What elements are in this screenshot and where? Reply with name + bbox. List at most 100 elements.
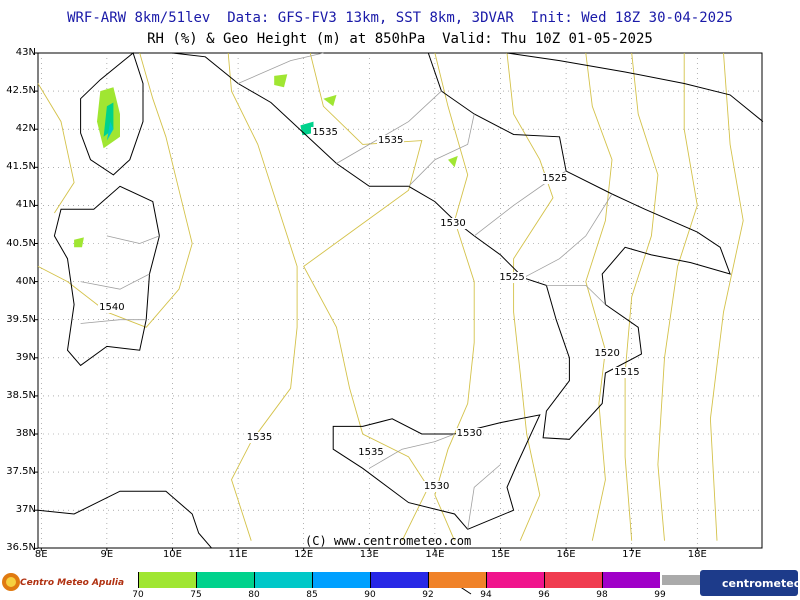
region-border <box>80 273 150 290</box>
region-border <box>408 113 475 187</box>
legend-swatch <box>602 572 660 588</box>
lat-label: 39N <box>15 351 36 363</box>
geo-height-contours <box>37 52 744 541</box>
lon-label: 11E <box>228 549 248 560</box>
contour-label: 1530 <box>422 481 451 493</box>
contour-label: 1525 <box>540 172 569 184</box>
title-line-1: WRF-ARW 8km/51lev Data: GFS-FV3 13km, SS… <box>67 10 733 26</box>
axis-ticks <box>35 52 698 551</box>
height-contour <box>585 52 613 541</box>
lat-label: 36.5N <box>6 542 36 554</box>
contour-label: 1530 <box>439 218 467 230</box>
region-border <box>237 52 324 84</box>
contour-label: 1535 <box>357 447 385 459</box>
contour-label: 1515 <box>613 367 641 379</box>
height-contour <box>657 53 698 541</box>
contour-label: 1530 <box>455 428 484 439</box>
legend-tick-label: 96 <box>538 590 550 600</box>
rh-legend <box>138 572 660 588</box>
region-border <box>369 433 455 469</box>
title-line-2: RH (%) & Geo Height (m) at 850hPa Valid:… <box>147 31 653 47</box>
height-contour <box>709 52 744 541</box>
lat-label: 42N <box>15 123 36 135</box>
italy-coastline <box>172 52 731 440</box>
sardinia-coastline <box>53 185 160 367</box>
contour-label: 1520 <box>593 347 621 359</box>
lat-label: 38N <box>15 428 36 439</box>
lon-label: 18E <box>687 549 707 560</box>
legend-swatch <box>138 572 196 588</box>
rh-area <box>448 155 458 168</box>
lon-label: 15E <box>490 549 510 560</box>
region-border <box>546 285 606 305</box>
balkan-coastline <box>506 52 764 122</box>
lon-label: 13E <box>359 549 379 560</box>
legend-swatch <box>544 572 602 588</box>
lat-label: 43N <box>15 47 36 58</box>
height-contour <box>303 52 429 541</box>
contour-label: 1535 <box>245 431 274 443</box>
legend-tick-label: 90 <box>364 590 376 600</box>
contour-label: 1525 <box>498 271 526 283</box>
sicily-coastline <box>332 414 541 530</box>
centrometeo-logo <box>700 570 798 596</box>
lon-label: 17E <box>622 549 642 560</box>
rh-area <box>323 94 337 107</box>
lat-label: 40N <box>15 275 36 287</box>
height-contour <box>227 52 298 541</box>
region-border <box>467 464 501 530</box>
lon-label: 12E <box>294 549 314 560</box>
rh-area <box>106 121 114 141</box>
region-border <box>80 319 147 324</box>
region-border <box>106 235 160 244</box>
legend-tick-label: 75 <box>190 590 202 600</box>
legend-tick-label: 80 <box>248 590 260 600</box>
lat-label: 38.5N <box>6 389 36 401</box>
legend-tick-label: 98 <box>596 590 608 600</box>
contour-label: 1535 <box>311 127 339 138</box>
legend-swatch <box>254 572 312 588</box>
legend-swatch <box>312 572 370 588</box>
lat-label: 42.5N <box>6 85 36 97</box>
rh-area <box>300 121 314 136</box>
tunisia-coastline <box>37 490 213 549</box>
lat-label: 39.5N <box>6 313 36 325</box>
svg-text:Centro Meteo Apulia: Centro Meteo Apulia <box>20 578 124 588</box>
map-frame <box>37 52 763 549</box>
legend-tick-label: 92 <box>422 590 434 600</box>
centro-meteo-apulia-logo: Centro Meteo Apulia <box>2 573 124 591</box>
lat-label: 41.5N <box>6 161 36 173</box>
rh-shading <box>74 74 458 248</box>
legend-swatch <box>196 572 254 588</box>
legend-swatch <box>428 572 486 588</box>
legend-tick-label: 70 <box>132 590 144 600</box>
height-contour <box>37 52 193 328</box>
height-contour <box>434 52 475 541</box>
rh-area <box>274 74 288 88</box>
legend-swatch <box>370 572 428 588</box>
legend-tick-label: 99 <box>654 590 666 600</box>
contour-label: 1535 <box>376 134 405 146</box>
region-border <box>523 193 613 279</box>
lon-label: 8E <box>34 549 48 560</box>
lon-label: 16E <box>556 549 576 560</box>
legend-swatch <box>486 572 544 588</box>
rh-area <box>74 237 84 248</box>
height-contour <box>37 83 75 214</box>
lon-label: 9E <box>100 549 114 560</box>
lat-label: 40.5N <box>6 237 36 249</box>
legend-arrow <box>662 575 702 585</box>
lat-label: 37.5N <box>6 466 36 478</box>
region-border <box>336 90 442 164</box>
legend-tick-label: 85 <box>306 590 318 600</box>
contour-label: 1540 <box>98 302 126 314</box>
lon-label: 14E <box>425 549 445 560</box>
copyright-text: (C) www.centrometeo.com <box>305 534 472 548</box>
height-contour <box>624 52 659 541</box>
corsica-coastline <box>80 52 144 176</box>
centrometeo-logo-text: centrometeo <box>722 577 800 590</box>
legend-tick-label: 94 <box>480 590 492 600</box>
graticule <box>38 53 762 548</box>
lat-label: 37N <box>15 504 36 516</box>
